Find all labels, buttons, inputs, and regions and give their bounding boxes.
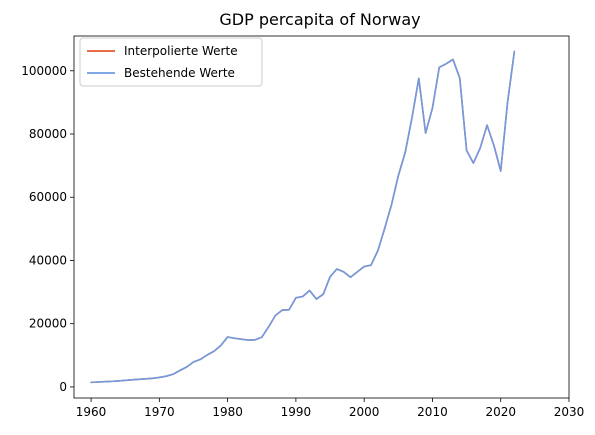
- x-tick-label: 2020: [485, 405, 516, 419]
- y-tick-label: 80000: [29, 127, 67, 141]
- plot-area: [73, 35, 570, 399]
- y-tick-label: 100000: [21, 64, 67, 78]
- series-layer: [90, 50, 516, 384]
- x-tick-label: 1960: [76, 405, 107, 419]
- x-tick-label: 2000: [349, 405, 380, 419]
- x-tick-label: 2030: [554, 405, 585, 419]
- y-tick-label: 20000: [29, 317, 67, 331]
- x-tick-label: 1980: [212, 405, 243, 419]
- plot-frame: [73, 35, 570, 399]
- x-axis: 1960 1970 1980 1990 2000 2010 2020 2030: [76, 398, 584, 419]
- y-axis: 0 20000 40000 60000 80000 100000: [21, 64, 74, 394]
- y-tick-label: 0: [59, 380, 67, 394]
- legend: Interpolierte Werte Bestehende Werte: [79, 37, 263, 87]
- x-tick-label: 1970: [144, 405, 175, 419]
- chart-title: GDP percapita of Norway: [219, 10, 420, 29]
- y-tick-label: 40000: [29, 253, 67, 267]
- series-line-existing: [90, 50, 516, 384]
- legend-label: Interpolierte Werte: [124, 44, 238, 58]
- x-tick-label: 2010: [417, 405, 448, 419]
- legend-box: [79, 37, 263, 87]
- legend-label: Bestehende Werte: [124, 66, 235, 80]
- x-tick-label: 1990: [281, 405, 312, 419]
- y-tick-label: 60000: [29, 190, 67, 204]
- series-line-interpolated: [90, 50, 516, 384]
